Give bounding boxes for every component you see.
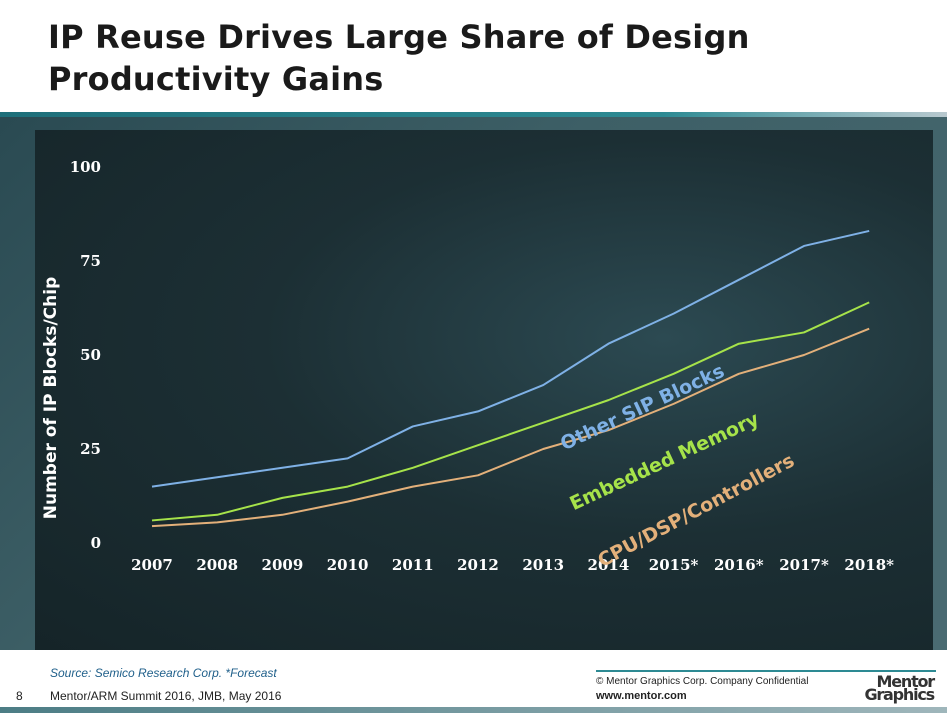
x-tick-label: 2011	[392, 556, 434, 574]
y-tick-label: 100	[70, 158, 101, 176]
x-tick-label: 2018*	[844, 556, 894, 574]
slide-title: IP Reuse Drives Large Share of Design Pr…	[48, 18, 750, 98]
series-line-1	[151, 301, 870, 522]
x-tick-label: 2009	[262, 556, 304, 574]
footer-meta: Mentor/ARM Summit 2016, JMB, May 2016	[50, 689, 282, 703]
x-tick-label: 2013	[522, 556, 564, 574]
y-axis-label: Number of IP Blocks/Chip	[41, 277, 61, 520]
mentor-graphics-logo: Mentor Graphics	[852, 672, 936, 704]
title-divider	[0, 112, 947, 117]
copyright-text: © Mentor Graphics Corp. Company Confiden…	[596, 676, 809, 687]
x-tick-label: 2010	[327, 556, 369, 574]
y-tick-label: 75	[80, 252, 101, 270]
x-tick-label: 2017*	[779, 556, 829, 574]
logo-line-2: Graphics	[864, 685, 935, 704]
source-note: Source: Semico Research Corp. *Forecast	[50, 666, 277, 680]
bottom-bar	[0, 707, 947, 713]
footer-divider	[596, 670, 936, 672]
logo-line-1: Mentor	[876, 672, 936, 691]
x-tick-label: 2007	[131, 556, 173, 574]
y-axis-ticks: 0 25 50 75 100	[70, 158, 101, 552]
y-tick-label: 50	[80, 346, 101, 364]
series-line-0	[151, 229, 870, 488]
series-line-2	[151, 327, 870, 528]
y-tick-label: 25	[80, 440, 101, 458]
x-axis-ticks: 2007 2008 2009 2010 2011 2012 2013 2014 2015* 201…	[131, 556, 894, 574]
series-lines	[151, 229, 870, 528]
x-tick-label: 2014	[588, 556, 630, 574]
x-tick-label: 2012	[457, 556, 499, 574]
y-tick-label: 0	[91, 534, 101, 552]
x-tick-label: 2015*	[649, 556, 699, 574]
x-tick-label: 2016*	[714, 556, 764, 574]
chart-panel	[35, 130, 933, 650]
website-url: www.mentor.com	[596, 690, 687, 702]
page-number: 8	[16, 689, 23, 703]
x-tick-label: 2008	[196, 556, 238, 574]
